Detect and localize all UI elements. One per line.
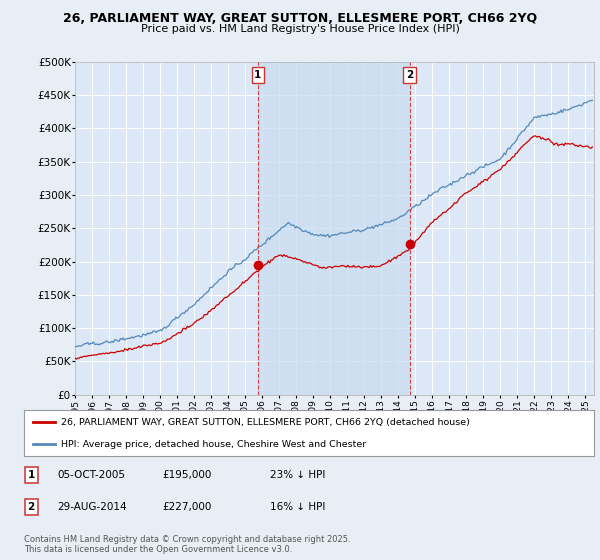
- Text: Price paid vs. HM Land Registry's House Price Index (HPI): Price paid vs. HM Land Registry's House …: [140, 24, 460, 34]
- Text: HPI: Average price, detached house, Cheshire West and Chester: HPI: Average price, detached house, Ches…: [61, 440, 366, 449]
- Text: 26, PARLIAMENT WAY, GREAT SUTTON, ELLESMERE PORT, CH66 2YQ (detached house): 26, PARLIAMENT WAY, GREAT SUTTON, ELLESM…: [61, 418, 470, 427]
- Text: 05-OCT-2005: 05-OCT-2005: [57, 470, 125, 480]
- Text: Contains HM Land Registry data © Crown copyright and database right 2025.
This d: Contains HM Land Registry data © Crown c…: [24, 535, 350, 554]
- Text: £227,000: £227,000: [162, 502, 211, 512]
- Bar: [258, 62, 410, 395]
- Text: 1: 1: [28, 470, 35, 480]
- Text: 2: 2: [28, 502, 35, 512]
- Text: £195,000: £195,000: [162, 470, 211, 480]
- Text: 2: 2: [406, 70, 413, 80]
- Text: 26, PARLIAMENT WAY, GREAT SUTTON, ELLESMERE PORT, CH66 2YQ: 26, PARLIAMENT WAY, GREAT SUTTON, ELLESM…: [63, 12, 537, 25]
- Text: 1: 1: [254, 70, 262, 80]
- Text: 23% ↓ HPI: 23% ↓ HPI: [270, 470, 325, 480]
- Text: 29-AUG-2014: 29-AUG-2014: [57, 502, 127, 512]
- Text: 16% ↓ HPI: 16% ↓ HPI: [270, 502, 325, 512]
